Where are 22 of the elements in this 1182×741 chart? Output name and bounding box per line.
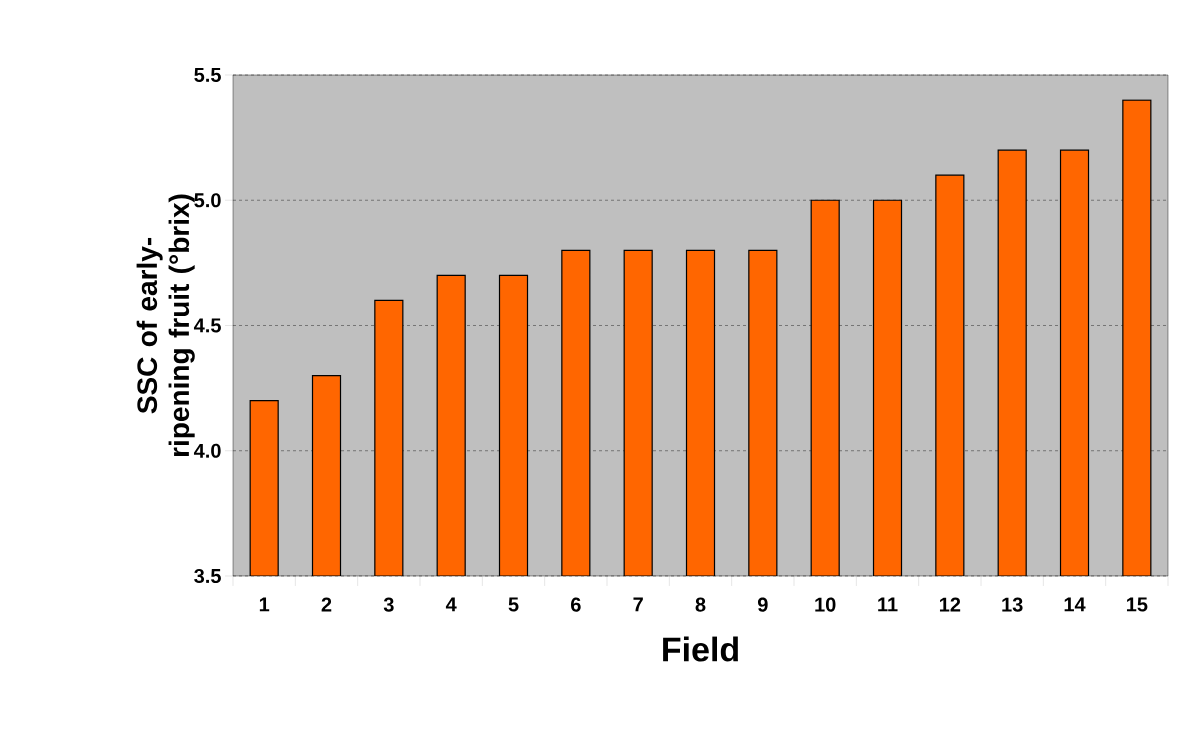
x-tick-label: 6 [571,597,581,612]
x-tick-label: 3 [383,597,394,612]
y-tick-label: 4.0 [193,443,221,458]
x-tick-label: 4 [445,597,457,612]
x-axis-title: Field [663,636,738,662]
x-tick-label: 7 [633,597,643,612]
x-tick-label: 12 [939,597,961,612]
x-tick-label: 2 [321,597,332,612]
x-tick-label: 8 [695,597,706,612]
y-tick-label: 5.0 [194,193,221,208]
y-axis-title: SSC of early-ripening fruit (°brix) [136,194,195,457]
x-tick-label: 11 [878,597,898,612]
x-tick-label: 9 [757,597,768,612]
y-tick-label: 3.5 [194,568,221,584]
x-tick-label: 15 [1126,597,1148,612]
y-tick-label: 4.5 [193,318,221,333]
x-tick-label: 10 [815,597,836,612]
x-tick-label: 5 [508,597,519,612]
x-tick-label: 14 [1064,597,1086,612]
y-tick-label: 5.5 [194,68,221,82]
x-tick-label: 1 [259,597,270,612]
x-tick-label: 13 [1002,597,1023,612]
